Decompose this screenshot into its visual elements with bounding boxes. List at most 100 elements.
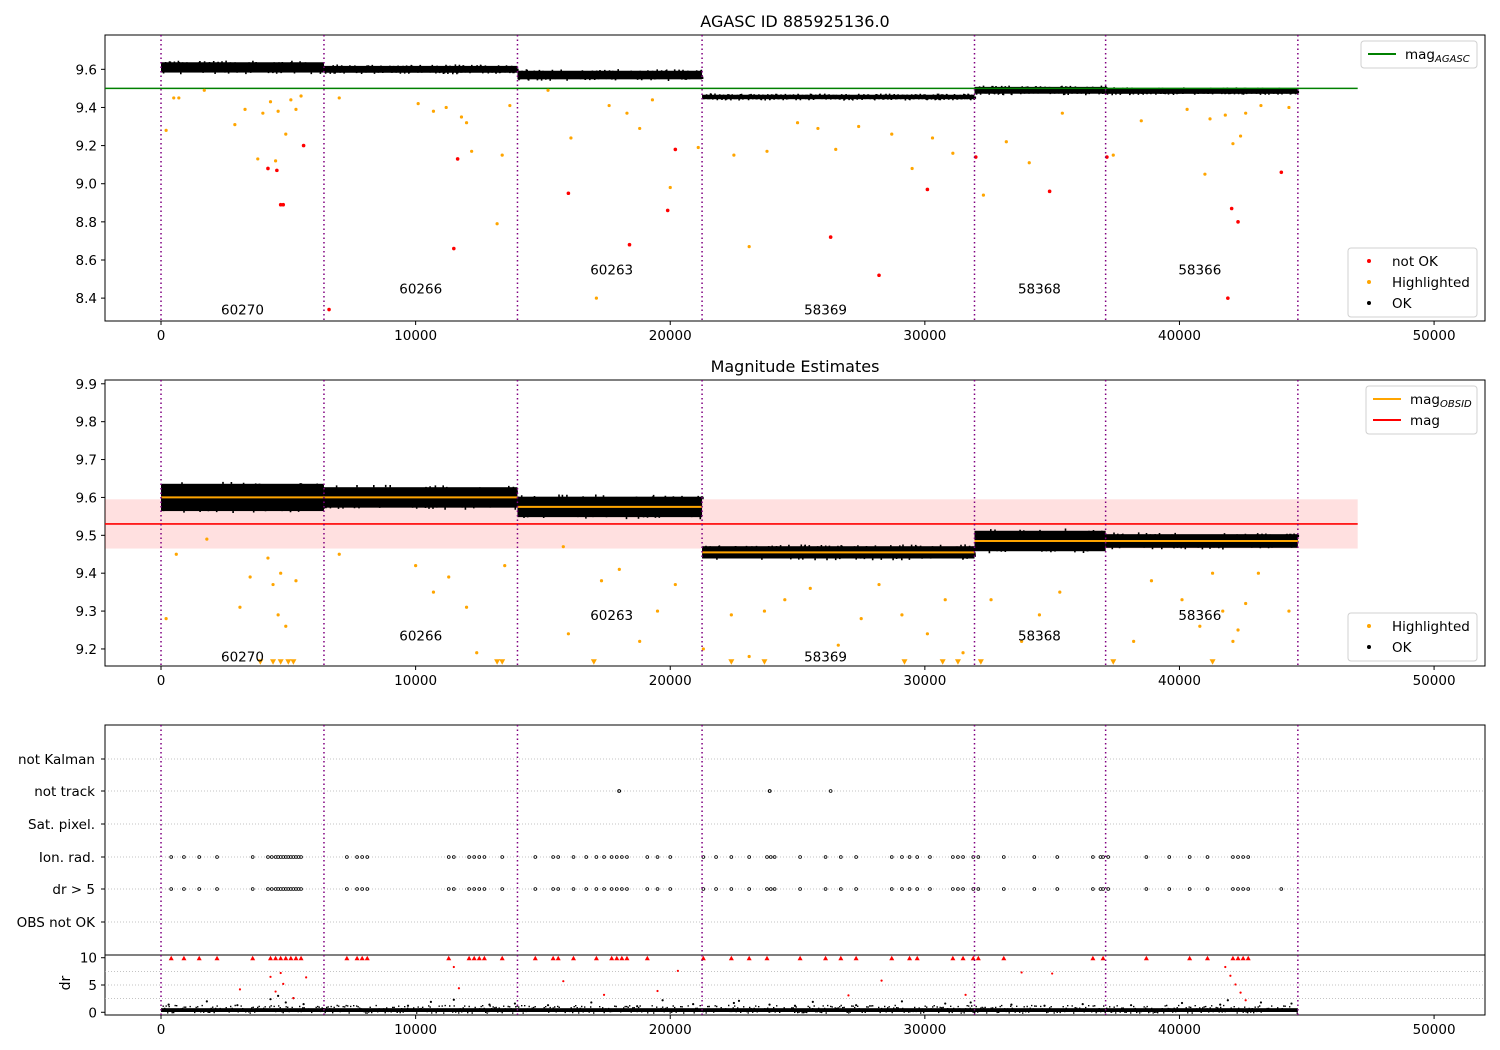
dr-clipped-marker [838,955,844,961]
highlighted-point [673,582,677,587]
highlighted-point [1287,609,1291,613]
highlighted-point [961,651,965,655]
dr-clipped-marker [532,955,538,961]
highlighted-point [205,537,209,541]
highlighted-point [416,102,420,106]
highlighted-point [1004,140,1008,144]
flag-point [584,855,589,859]
highlighted-point [808,586,812,590]
y-tick: 9.2 [76,642,105,658]
dr-clipped-marker [344,955,350,961]
flag-point [976,855,981,859]
highlighted-point [546,88,550,92]
highlighted-point [459,115,464,119]
flag-point [299,887,303,891]
highlighted-point [561,545,565,549]
flag-point [839,887,843,891]
ok-band-points [974,528,1107,554]
flag-point [915,855,920,859]
dr-clipped-marker [466,955,472,961]
dr-point-red [656,989,659,993]
obsid-label: 58368 [1018,629,1061,645]
y-tick-label: 9.9 [76,377,97,393]
highlighted-point [294,579,298,583]
y-tick: 9.4 [76,100,105,116]
highlighted-point [172,96,176,100]
x-tick: 10000 [394,666,437,689]
x-tick: 30000 [903,666,946,689]
flag-point [772,855,777,859]
flag-point [1246,855,1251,859]
dr-clipped-marker [1230,955,1236,961]
flag-point [1106,887,1110,891]
y-tick: 9.7 [76,453,105,469]
ok-band-points [702,93,977,101]
not-ok-point [665,208,670,213]
highlighted-point [431,590,436,594]
flag-point [452,855,456,859]
flag-point [365,855,370,859]
dr-clipped-marker [196,955,202,961]
y-tick: 5 [88,978,105,994]
not-ok-point [1236,220,1240,224]
highlighted-point [877,582,881,587]
flag-point [266,887,270,891]
dr-clipped-marker [471,955,477,961]
dr-clipped-marker [1143,955,1149,961]
x-tick: 20000 [649,1015,692,1038]
highlighted-point [594,296,599,300]
flag-point [668,887,673,891]
highlighted-point [1287,105,1291,110]
dr-clipped-marker [970,955,976,961]
highlighted-point [655,609,660,613]
dr-point-black [661,999,664,1002]
dr-point-black [277,994,280,998]
dr-clipped-marker [593,955,599,961]
x-tick: 40000 [1158,1015,1201,1038]
flag-point [602,887,606,891]
flag-point [747,855,751,859]
flag-point [197,887,202,891]
x-tick: 20000 [649,666,692,689]
flag-point [928,855,932,859]
flag-point [594,855,599,859]
dr-point-black [406,1004,410,1007]
dr-clipped-marker [609,955,615,961]
panel-title: AGASC ID 885925136.0 [700,12,889,31]
highlighted-point [500,153,504,157]
dr-clipped-marker [907,955,913,961]
dr-point-red [238,988,242,991]
y-tick-label: 9.2 [76,642,97,658]
highlighted-clipped-marker [290,659,297,665]
flag-point [169,887,173,891]
not-ok-point [1047,189,1052,194]
y-tick: 9.4 [76,566,105,582]
flag-point [556,887,561,891]
highlighted-point [943,598,947,602]
y-tick: 9.3 [76,604,105,620]
flag-point [345,855,349,859]
flag-point [620,887,624,891]
x-tick-label: 50000 [1413,673,1456,689]
y-tick: 9.5 [76,528,105,544]
dr-clipped-marker [1001,955,1007,961]
flag-point [1055,887,1060,891]
x-tick-label: 30000 [903,673,946,689]
highlighted-point [1244,601,1248,606]
highlighted-clipped-marker [499,659,506,665]
x-tick-label: 0 [157,1022,166,1038]
not-ok-point [925,187,930,192]
flag-point [655,855,660,859]
y-tick: 8.6 [76,253,105,269]
dr-point-black [513,1002,517,1005]
legend-label: mag [1410,413,1440,429]
flag-point [1101,887,1105,891]
highlighted-point [762,609,767,613]
y-tick: 9.6 [76,490,105,506]
dr-clipped-marker [823,955,829,961]
highlighted-point [1185,107,1189,111]
legend-label-subscript: OBSID [1440,399,1472,410]
flag-point [772,887,777,891]
flag-point [1205,887,1210,891]
